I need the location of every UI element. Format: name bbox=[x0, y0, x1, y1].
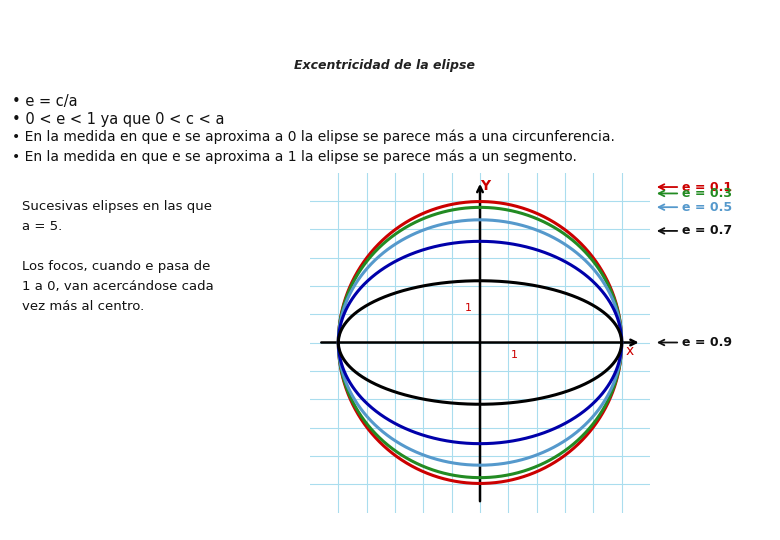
Text: • En la medida en que e se aproxima a 0 la elipse se parece más a una circunfere: • En la medida en que e se aproxima a 0 … bbox=[12, 130, 615, 145]
Text: • 0 < e < 1 ya que 0 < c < a: • 0 < e < 1 ya que 0 < c < a bbox=[12, 112, 225, 127]
Text: Los focos, cuando e pasa de: Los focos, cuando e pasa de bbox=[22, 260, 211, 273]
Text: Excentricidad de la elipse: Excentricidad de la elipse bbox=[295, 59, 476, 72]
Text: Y: Y bbox=[480, 179, 490, 193]
Text: e = 0.5: e = 0.5 bbox=[682, 201, 732, 214]
Text: Cónicas: Cónicas bbox=[330, 12, 450, 40]
Text: 1 a 0, van acercándose cada: 1 a 0, van acercándose cada bbox=[22, 280, 214, 293]
Text: vez más al centro.: vez más al centro. bbox=[22, 300, 144, 313]
Text: Sucesivas elipses en las que: Sucesivas elipses en las que bbox=[22, 200, 212, 213]
Text: 1: 1 bbox=[465, 303, 472, 313]
Text: Matemáticas: Matemáticas bbox=[10, 16, 95, 29]
Text: x: x bbox=[626, 344, 633, 358]
Text: 1: 1 bbox=[511, 349, 518, 360]
Text: 1.º Bachillerato: 1.º Bachillerato bbox=[10, 34, 113, 47]
Text: e = 0.3: e = 0.3 bbox=[682, 187, 732, 200]
Text: a = 5.: a = 5. bbox=[22, 220, 62, 233]
Text: e = 0.9: e = 0.9 bbox=[682, 336, 732, 349]
Text: • e = c/a: • e = c/a bbox=[12, 94, 78, 109]
Text: e = 0.7: e = 0.7 bbox=[682, 225, 732, 238]
Text: e = 0.1: e = 0.1 bbox=[682, 180, 732, 193]
Text: • En la medida en que e se aproxima a 1 la elipse se parece más a un segmento.: • En la medida en que e se aproxima a 1 … bbox=[12, 150, 577, 165]
Text: s|m: s|m bbox=[702, 10, 768, 44]
